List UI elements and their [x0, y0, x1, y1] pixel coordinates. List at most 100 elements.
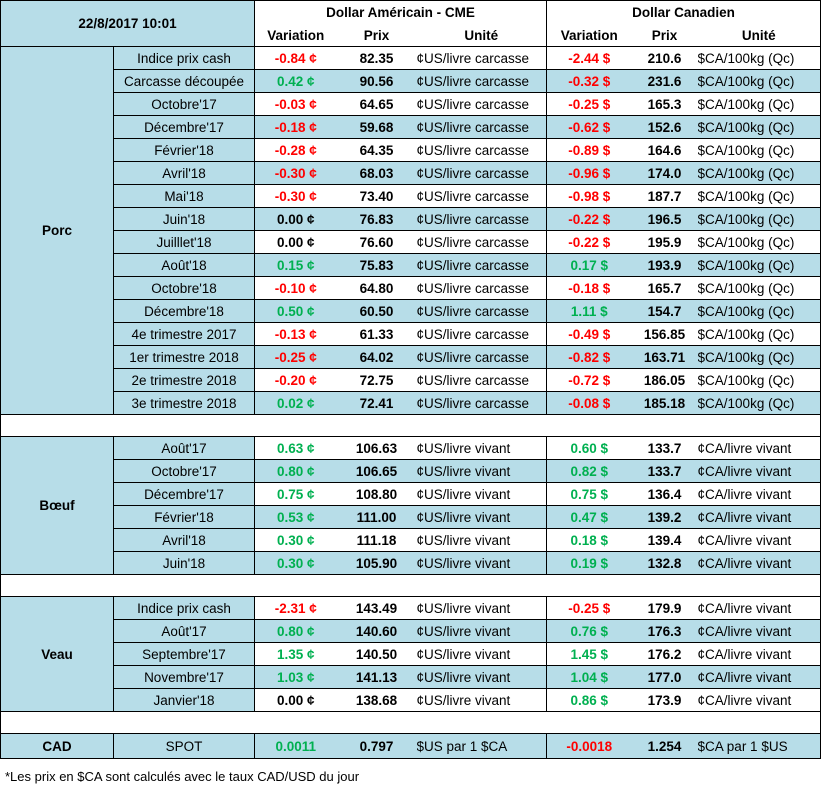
cad-price: 210.6 [631, 46, 698, 70]
table-row: Novembre'17 1.03 ¢ 141.13 ¢US/livre vivant 1… [1, 665, 822, 689]
cad-price: 174.0 [631, 161, 698, 185]
usd-price: 76.83 [336, 207, 417, 231]
table-row: Décembre'17 0.75 ¢ 108.80 ¢US/livre vivant 0… [1, 482, 822, 506]
cad-variation: 1.04 $ [546, 665, 632, 689]
cad-price: 231.6 [631, 69, 698, 93]
usd-unite-header: Unité [416, 24, 548, 47]
cad-variation: -0.32 $ [546, 69, 632, 93]
row-label: 3e trimestre 2018 [113, 391, 255, 415]
table-row: Septembre'17 1.35 ¢ 140.50 ¢US/livre vivant… [1, 642, 822, 666]
usd-price: 138.68 [336, 688, 417, 712]
row-label: Carcasse découpée [113, 69, 255, 93]
cad-price: 132.8 [631, 551, 698, 575]
usd-variation: -0.30 ¢ [254, 184, 337, 208]
usd-variation: 0.50 ¢ [254, 299, 337, 323]
group-label: Bœuf [0, 436, 114, 575]
cad-unit: ¢CA/livre vivant [697, 665, 822, 689]
group-label: CAD [0, 733, 114, 759]
usd-variation: -0.20 ¢ [254, 368, 337, 392]
cad-variation: 0.86 $ [546, 688, 632, 712]
spacer-cell [0, 414, 822, 437]
cad-unit: $CA/100kg (Qc) [697, 184, 822, 208]
usd-variation: -0.03 ¢ [254, 92, 337, 116]
row-label: Indice prix cash [113, 596, 255, 620]
cad-price: 1.254 [631, 733, 698, 759]
usd-price: 82.35 [336, 46, 417, 70]
usd-unit: ¢US/livre carcasse [416, 92, 548, 116]
table-row: Août'17 0.80 ¢ 140.60 ¢US/livre vivant 0.76 … [1, 619, 822, 643]
usd-variation: 0.30 ¢ [254, 551, 337, 575]
spacer-cell [0, 574, 822, 597]
row-label: SPOT [113, 733, 255, 759]
usd-unit: ¢US/livre carcasse [416, 368, 548, 392]
usd-variation: 0.75 ¢ [254, 482, 337, 506]
row-label: Octobre'18 [113, 276, 255, 300]
table-row: Janvier'18 0.00 ¢ 138.68 ¢US/livre vivant 0.… [1, 688, 822, 712]
usd-section-title: Dollar Américain - CME [253, 0, 548, 24]
usd-price: 61.33 [336, 322, 417, 346]
usd-price: 111.18 [336, 528, 417, 552]
cad-price: 164.6 [631, 138, 698, 162]
cad-variation: -0.96 $ [546, 161, 632, 185]
row-label: Indice prix cash [113, 46, 255, 70]
row-label: Mai'18 [113, 184, 255, 208]
usd-price: 140.50 [336, 642, 417, 666]
usd-variation: -0.18 ¢ [254, 115, 337, 139]
group-label: Porc [0, 46, 114, 415]
cad-variation: -0.72 $ [546, 368, 632, 392]
usd-variation: -0.10 ¢ [254, 276, 337, 300]
usd-unit: ¢US/livre carcasse [416, 207, 548, 231]
cad-variation: 1.45 $ [546, 642, 632, 666]
cad-section-title: Dollar Canadien [546, 0, 822, 24]
cad-variation: -0.25 $ [546, 92, 632, 116]
usd-variation: 0.63 ¢ [254, 436, 337, 460]
cad-variation: -0.49 $ [546, 322, 632, 346]
footnote: *Les prix en $CA sont calculés avec le t… [5, 769, 360, 784]
row-label: Août'17 [113, 436, 255, 460]
cad-price: 187.7 [631, 184, 698, 208]
usd-price: 64.80 [336, 276, 417, 300]
row-label: Décembre'17 [113, 115, 255, 139]
cad-unit: ¢CA/livre vivant [697, 505, 822, 529]
table-row: Octobre'18 -0.10 ¢ 64.80 ¢US/livre carcasse… [1, 276, 822, 300]
table-row: Août'18 0.15 ¢ 75.83 ¢US/livre carcasse 0.17… [1, 253, 822, 277]
cad-price: 139.4 [631, 528, 698, 552]
usd-price: 76.60 [336, 230, 417, 254]
cad-unit: ¢CA/livre vivant [697, 528, 822, 552]
cad-unit: $CA/100kg (Qc) [697, 138, 822, 162]
table-row: Octobre'17 0.80 ¢ 106.65 ¢US/livre vivant 0.… [1, 459, 822, 483]
usd-unit: ¢US/livre vivant [416, 551, 548, 575]
table-row: 3e trimestre 2018 0.02 ¢ 72.41 ¢US/livre ca… [1, 391, 822, 415]
cad-unit: $CA/100kg (Qc) [697, 345, 822, 369]
cad-variation: -0.98 $ [546, 184, 632, 208]
row-label: Juin'18 [113, 551, 255, 575]
row-label: Septembre'17 [113, 642, 255, 666]
usd-variation: 0.0011 [254, 733, 337, 759]
usd-price: 72.41 [336, 391, 417, 415]
usd-unit: ¢US/livre carcasse [416, 276, 548, 300]
cad-price: 179.9 [631, 596, 698, 620]
usd-price: 143.49 [336, 596, 417, 620]
cad-price: 176.2 [631, 642, 698, 666]
price-table: 22/8/2017 10:01 Dollar Américain - CME D… [0, 0, 822, 759]
usd-price: 64.35 [336, 138, 417, 162]
cad-price: 186.05 [631, 368, 698, 392]
usd-price: 60.50 [336, 299, 417, 323]
timestamp: 22/8/2017 10:01 [0, 0, 255, 47]
usd-unit: ¢US/livre carcasse [416, 46, 548, 70]
cad-variation-header: Variation [546, 24, 632, 47]
cad-price: 133.7 [631, 459, 698, 483]
usd-price: 108.80 [336, 482, 417, 506]
cad-variation: 1.11 $ [546, 299, 632, 323]
row-label: Avril'18 [113, 528, 255, 552]
spacer-row [0, 414, 822, 437]
table-row: 2e trimestre 2018 -0.20 ¢ 72.75 ¢US/livre c… [1, 368, 822, 392]
cad-spot-row: CAD SPOT 0.0011 0.797 $US par 1 $CA -0.0018 1.… [0, 733, 822, 759]
cad-variation: -2.44 $ [546, 46, 632, 70]
usd-unit: ¢US/livre vivant [416, 642, 548, 666]
usd-unit: ¢US/livre carcasse [416, 299, 548, 323]
usd-unit: ¢US/livre vivant [416, 505, 548, 529]
table-row: Décembre'18 0.50 ¢ 60.50 ¢US/livre carcasse… [1, 299, 822, 323]
cad-unit: $CA/100kg (Qc) [697, 253, 822, 277]
cad-price: 152.6 [631, 115, 698, 139]
